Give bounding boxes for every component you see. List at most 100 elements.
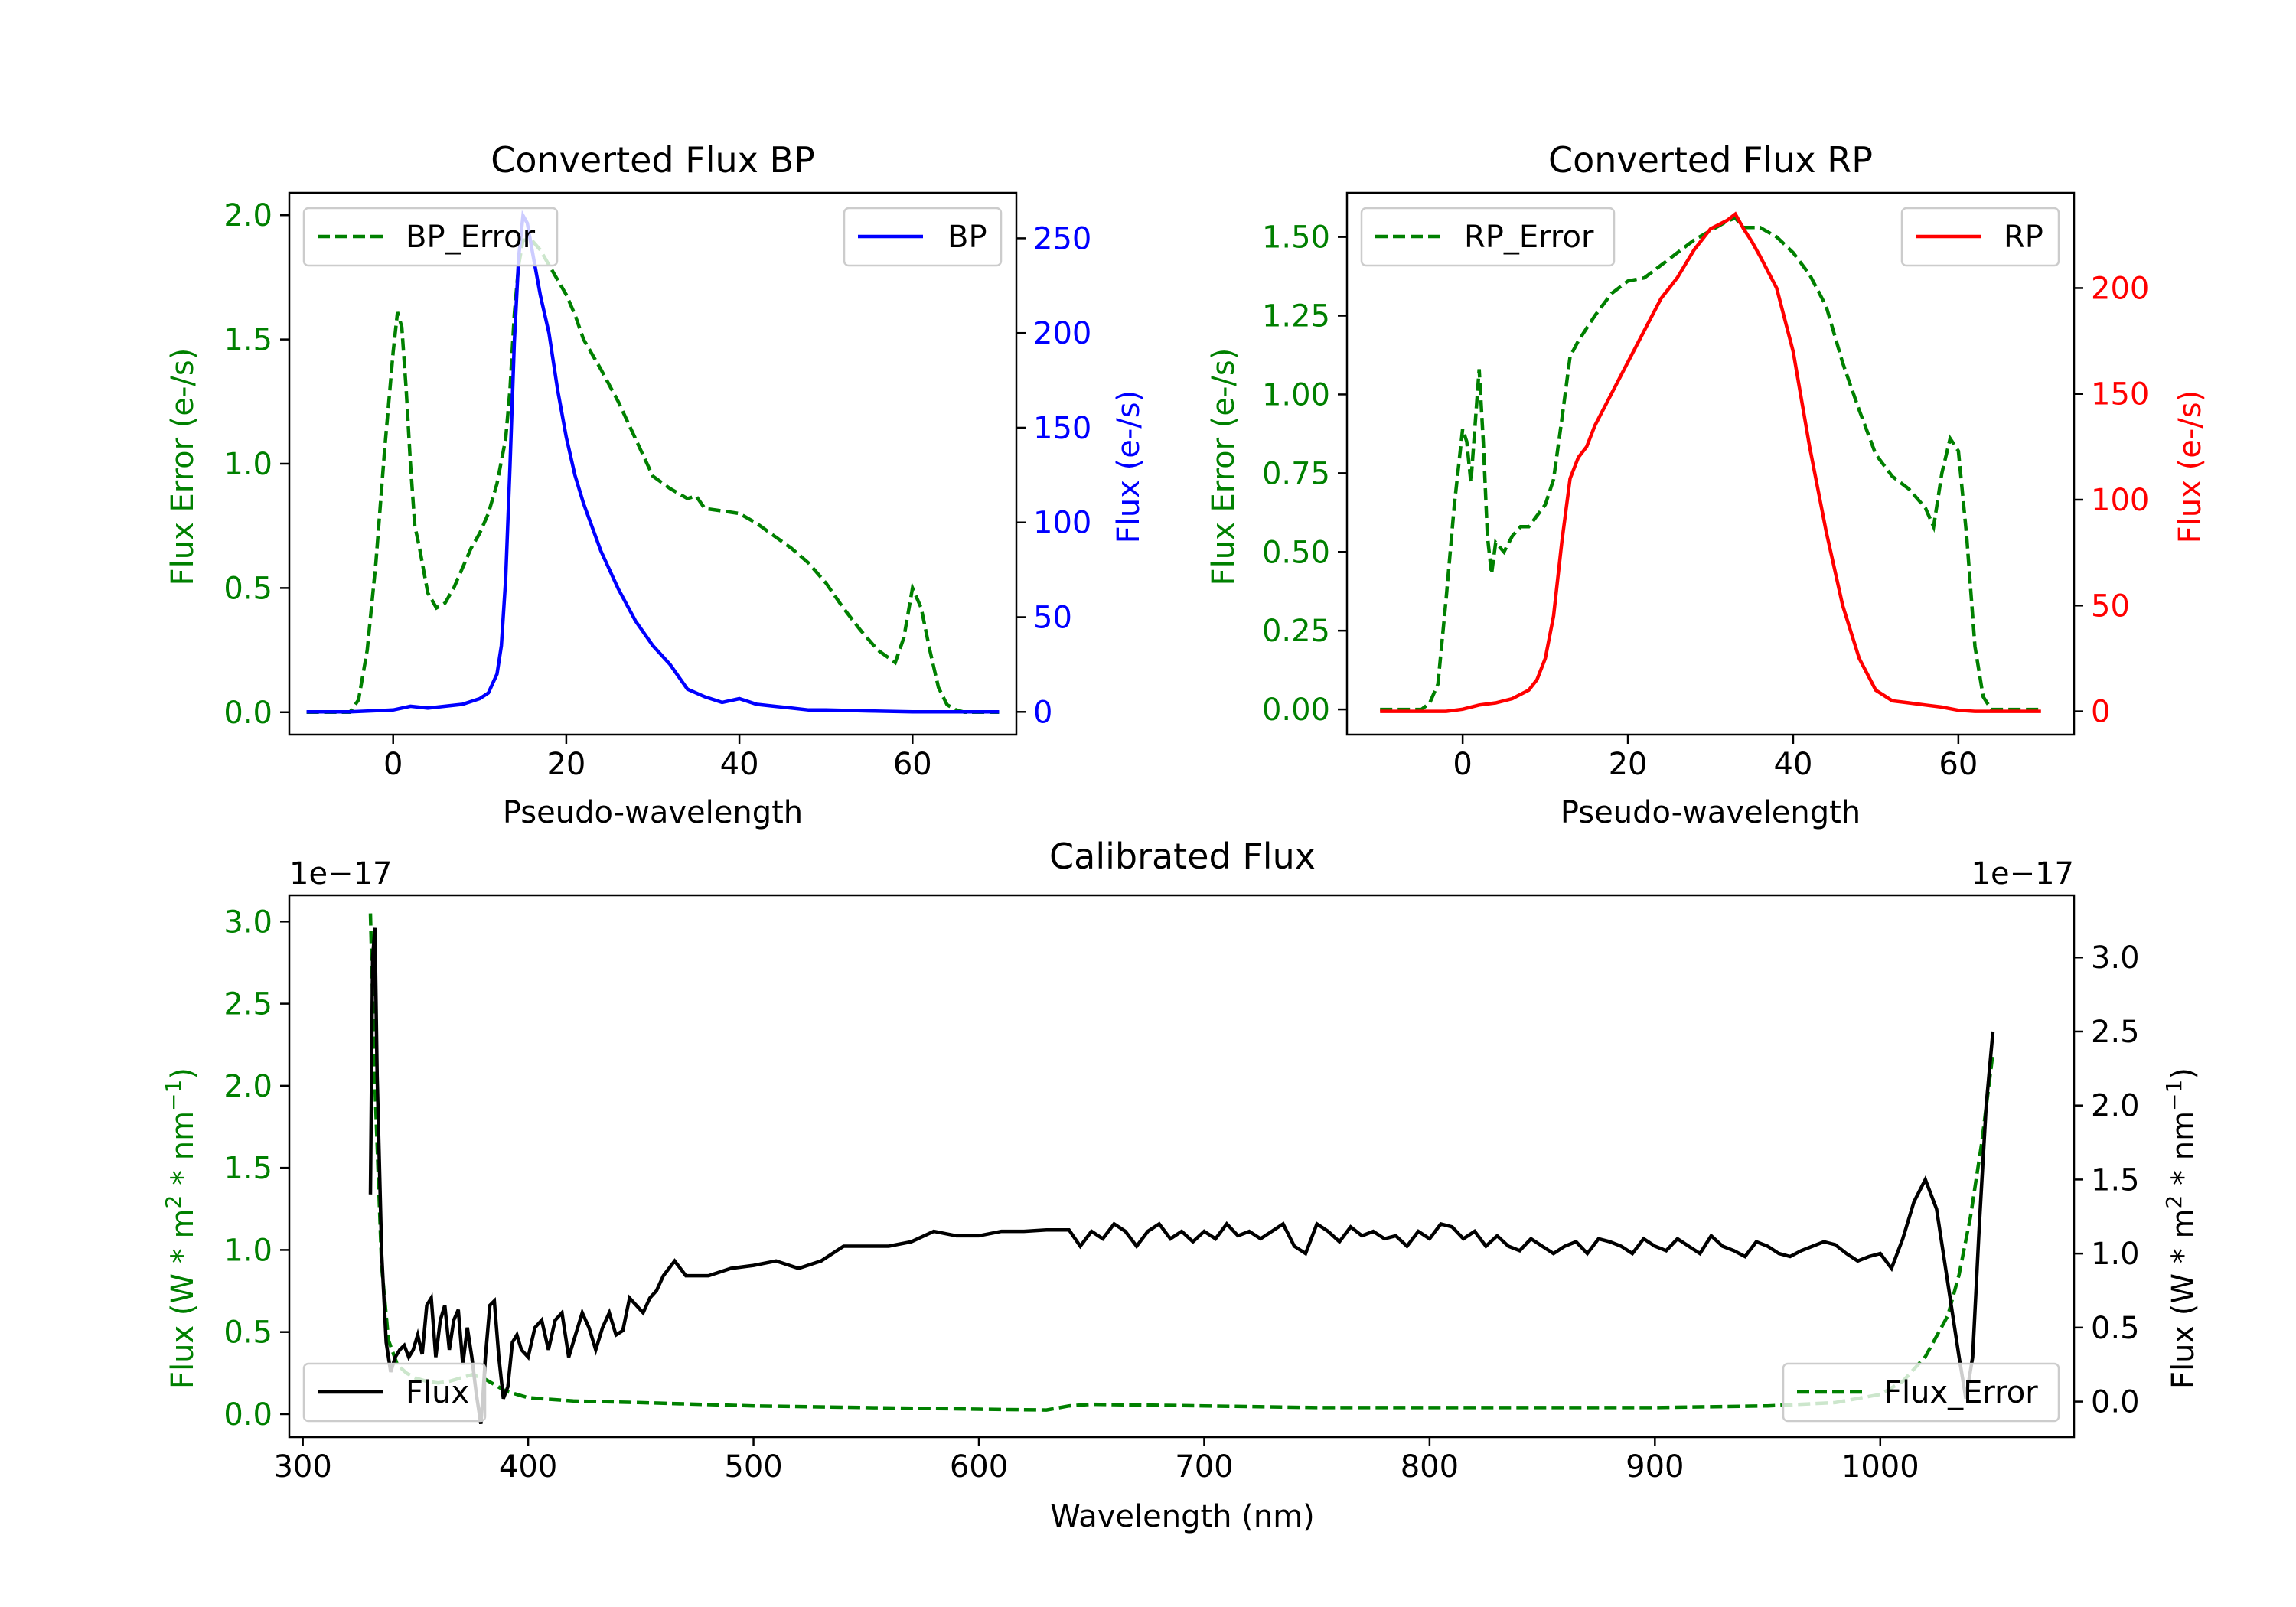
rp-legend-right-label: RP xyxy=(2004,220,2043,255)
calibrated-ytick-right-label: 0.5 xyxy=(2091,1311,2140,1346)
calibrated-ytick-left-label: 3.0 xyxy=(223,905,272,940)
calibrated-ylabel-left-part-1: Flux (W * m xyxy=(165,1209,201,1389)
rp-xtick-label: 0 xyxy=(1453,747,1472,782)
rp-legend-left-label: RP_Error xyxy=(1464,220,1594,255)
bp-ytick-right-label: 150 xyxy=(1033,411,1091,446)
calibrated-ytick-right-label: 1.0 xyxy=(2091,1237,2140,1272)
bp-ytick-left-label: 1.0 xyxy=(223,447,272,482)
rp-ytick-left-label: 1.00 xyxy=(1262,377,1330,412)
calibrated-xtick-label: 300 xyxy=(273,1449,331,1485)
calibrated-legend-right: Flux_Error xyxy=(1782,1362,2060,1423)
calibrated-ytick-right-label: 2.0 xyxy=(2091,1089,2140,1124)
bp-ytick-left-label: 2.0 xyxy=(223,198,272,233)
bp-ytick-right-label: 250 xyxy=(1033,221,1091,256)
calibrated-offset-right: 1e−17 xyxy=(1971,856,2074,892)
rp-ylabel-left: Flux Error (e-/s) xyxy=(1206,348,1241,586)
bp-ytick-left-label: 1.5 xyxy=(223,323,272,358)
calibrated-ytick-left-label: 2.0 xyxy=(223,1069,272,1104)
rp-xtick-label: 60 xyxy=(1939,747,1978,782)
rp-legend-right: RP xyxy=(1900,207,2060,267)
rp-ticks: 0 20 40 60 0.00 0.25 0.50 0.75 1.00 1.25 1.50 0 50 10… xyxy=(1262,220,2149,782)
calibrated-ytick-left-label: 0.5 xyxy=(223,1315,272,1351)
calibrated-panel: Calibrated Flux 1e−17 1e−17 Wavelength (… xyxy=(161,836,2201,1534)
rp-ytick-right-label: 100 xyxy=(2091,483,2149,518)
rp-legend-left: RP_Error xyxy=(1360,207,1616,267)
calibrated-ytick-right-label: 1.5 xyxy=(2091,1162,2140,1198)
calibrated-legend-right-box xyxy=(1782,1362,2060,1423)
bp-xtick-label: 0 xyxy=(383,747,403,782)
calibrated-offset-left: 1e−17 xyxy=(289,856,392,892)
bp-ytick-right-label: 0 xyxy=(1033,695,1052,730)
calibrated-ylabel-left-part-2: * nm xyxy=(165,1111,201,1195)
calibrated-xlabel: Wavelength (nm) xyxy=(1050,1499,1315,1534)
bp-ylabel-left: Flux Error (e-/s) xyxy=(165,348,201,586)
calibrated-xtick-label: 800 xyxy=(1401,1449,1459,1485)
bp-ytick-left-label: 0.0 xyxy=(223,696,272,731)
rp-title: Converted Flux RP xyxy=(1548,139,1873,181)
rp-xtick-label: 20 xyxy=(1609,747,1648,782)
bp-flux-line xyxy=(306,210,1000,714)
calibrated-ytick-left-label: 2.5 xyxy=(223,987,272,1022)
calibrated-ylabel-right-sup-1: 2 xyxy=(2161,1195,2187,1209)
rp-legend-left-box xyxy=(1360,207,1616,267)
calibrated-ylabel-right-part-1: Flux (W * m xyxy=(2166,1209,2201,1389)
calibrated-ytick-left-label: 1.5 xyxy=(223,1151,272,1186)
bp-error-line xyxy=(306,238,1000,715)
bp-panel: Converted Flux BP Pseudo-wavelength Flux… xyxy=(165,139,1146,830)
rp-ytick-right-label: 0 xyxy=(2091,695,2110,730)
rp-ytick-left-label: 1.50 xyxy=(1262,220,1330,256)
bp-ytick-right-label: 50 xyxy=(1033,601,1072,636)
rp-ytick-right-label: 50 xyxy=(2091,588,2130,624)
calibrated-ytick-right-label: 0.0 xyxy=(2091,1385,2140,1420)
calibrated-axes-frame xyxy=(288,894,2076,1439)
rp-xlabel: Pseudo-wavelength xyxy=(1561,795,1861,830)
bp-ylabel-right: Flux (e-/s) xyxy=(1111,390,1146,543)
bp-legend-left-box xyxy=(302,207,559,267)
bp-xlabel: Pseudo-wavelength xyxy=(503,795,803,830)
rp-flux-line xyxy=(1380,211,2041,713)
calibrated-legend-right-label: Flux_Error xyxy=(1884,1375,2038,1410)
rp-axes-frame xyxy=(1345,191,2076,736)
calibrated-ticks: 300 400 500 600 700 800 900 1000 0.0 0.5 1.0 1.5 2.0… xyxy=(223,905,2139,1485)
calibrated-xtick-label: 1000 xyxy=(1841,1449,1919,1485)
rp-ytick-right-label: 200 xyxy=(2091,271,2149,306)
calibrated-xtick-label: 700 xyxy=(1175,1449,1233,1485)
calibrated-xtick-label: 400 xyxy=(499,1449,557,1485)
calibrated-legend-left-label: Flux xyxy=(406,1375,469,1410)
bp-ticks: 0 20 40 60 0.0 0.5 1.0 1.5 2.0 0 50 100 150 200 250 xyxy=(223,198,1091,782)
calibrated-ytick-left-label: 0.0 xyxy=(223,1397,272,1433)
calibrated-title: Calibrated Flux xyxy=(1049,836,1316,877)
bp-xtick-label: 20 xyxy=(546,747,585,782)
bp-xtick-label: 60 xyxy=(893,747,932,782)
rp-ytick-left-label: 1.25 xyxy=(1262,299,1330,334)
calibrated-ylabel-left-sup-1: 2 xyxy=(161,1195,186,1209)
bp-title: Converted Flux BP xyxy=(491,139,815,181)
bp-legend-right-label: BP xyxy=(947,220,987,255)
rp-xtick-label: 40 xyxy=(1774,747,1813,782)
bp-axes-frame xyxy=(288,191,1018,736)
calibrated-xtick-label: 600 xyxy=(950,1449,1008,1485)
rp-panel: Converted Flux RP Pseudo-wavelength Flux… xyxy=(1206,139,2208,830)
bp-legend-right: BP xyxy=(843,207,1003,267)
calibrated-legend-left-box xyxy=(302,1362,487,1423)
bp-legend-left: BP_Error xyxy=(302,207,559,267)
calibrated-ylabel-right-part-3: ) xyxy=(2166,1068,2201,1080)
calibrated-ylabel-left-part-3: ) xyxy=(165,1068,201,1080)
rp-ytick-left-label: 0.25 xyxy=(1262,614,1330,649)
rp-ytick-left-label: 0.00 xyxy=(1262,693,1330,728)
bp-ytick-right-label: 100 xyxy=(1033,506,1091,541)
bp-ytick-left-label: 0.5 xyxy=(223,571,272,606)
bp-legend-left-label: BP_Error xyxy=(406,220,536,255)
calibrated-ylabel-left-sup-2: −1 xyxy=(161,1080,186,1111)
calibrated-ytick-left-label: 1.0 xyxy=(223,1233,272,1268)
calibrated-ylabel-right: Flux (W * m2 * nm−1) xyxy=(2161,1068,2201,1389)
rp-ytick-left-label: 0.50 xyxy=(1262,535,1330,570)
rp-error-line xyxy=(1380,216,2041,712)
calibrated-ytick-right-label: 3.0 xyxy=(2091,940,2140,976)
rp-ylabel-right: Flux (e-/s) xyxy=(2173,390,2208,543)
calibrated-xtick-label: 500 xyxy=(724,1449,782,1485)
calibrated-ylabel-left: Flux (W * m2 * nm−1) xyxy=(161,1068,201,1389)
bp-ytick-right-label: 200 xyxy=(1033,316,1091,351)
